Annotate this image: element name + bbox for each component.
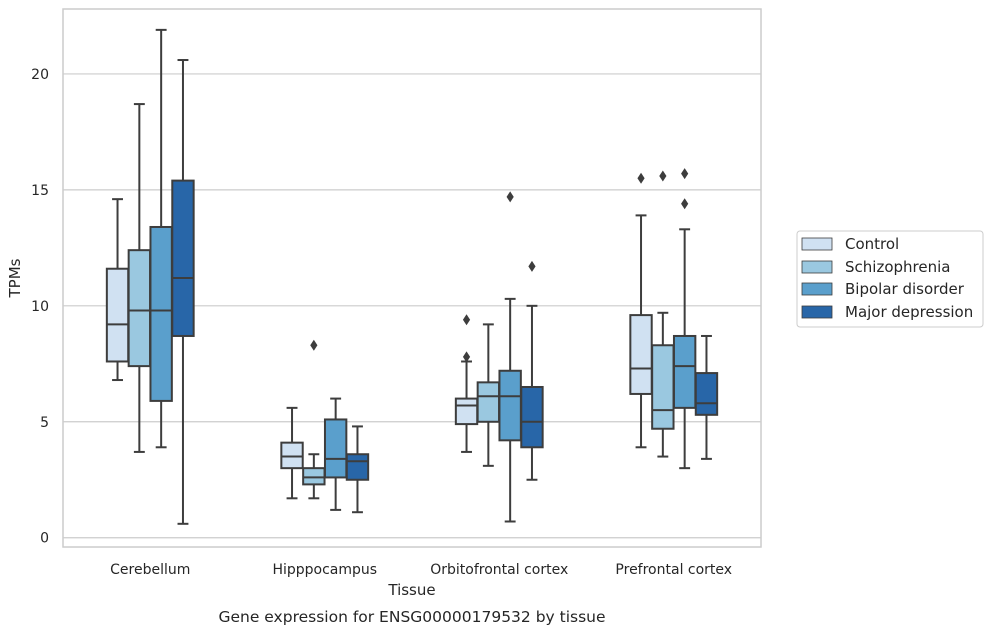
legend-swatch-bipolar-disorder xyxy=(801,282,833,296)
legend-swatch-schizophrenia xyxy=(801,260,833,274)
box-iqr xyxy=(105,267,130,363)
y-tick-label-0: 0 xyxy=(40,531,49,547)
box-hipppocampus-major-depression xyxy=(345,425,370,514)
box-prefrontal-cortex-control xyxy=(629,172,653,449)
box-hipppocampus-control xyxy=(280,406,304,500)
box-orbitofrontal-cortex-control xyxy=(454,314,479,453)
box-orbitofrontal-cortex-bipolar-disorder xyxy=(498,191,522,523)
x-axis-label: Tissue xyxy=(387,581,435,599)
chart-caption: Gene expression for ENSG00000179532 by t… xyxy=(218,608,605,626)
y-tick-label-10: 10 xyxy=(31,299,49,315)
box-cerebellum-schizophrenia xyxy=(127,103,152,453)
outlier-point-0 xyxy=(528,260,536,272)
y-axis-ticks: 0 5 10 15 20 xyxy=(31,67,49,547)
box-iqr xyxy=(629,314,653,395)
legend-label-control: Control xyxy=(845,235,899,253)
x-tick-label-orbitofrontal-cortex: Orbitofrontal cortex xyxy=(430,562,568,578)
y-tick-label-20: 20 xyxy=(31,67,49,83)
outlier-point-0 xyxy=(659,170,667,182)
box-prefrontal-cortex-bipolar-disorder xyxy=(672,168,697,470)
outlier-point-0 xyxy=(637,172,645,184)
outlier-point-1 xyxy=(462,314,471,326)
box-iqr xyxy=(302,467,326,486)
box-iqr xyxy=(672,334,697,409)
plot-frame xyxy=(62,8,762,548)
box-prefrontal-cortex-major-depression xyxy=(694,334,719,460)
legend-label-bipolar-disorder: Bipolar disorder xyxy=(845,280,965,298)
box-orbitofrontal-cortex-schizophrenia xyxy=(476,323,501,467)
box-prefrontal-cortex-schizophrenia xyxy=(651,170,675,458)
legend-frame xyxy=(796,230,984,328)
x-axis-ticks: Cerebellum Hipppocampus Orbitofrontal cort… xyxy=(110,562,732,578)
box-orbitofrontal-cortex-major-depression xyxy=(520,260,544,481)
box-iqr xyxy=(345,453,370,481)
box-iqr xyxy=(323,418,348,479)
outlier-point-1 xyxy=(681,168,689,180)
y-tick-label-5: 5 xyxy=(40,415,49,431)
y-axis-label: TPMs xyxy=(6,258,24,298)
y-tick-label-15: 15 xyxy=(31,183,49,199)
box-iqr xyxy=(149,225,173,402)
box-cerebellum-bipolar-disorder xyxy=(149,28,173,449)
box-iqr xyxy=(280,441,304,470)
legend-label-major-depression: Major depression xyxy=(845,303,973,321)
box-iqr xyxy=(454,397,479,426)
x-tick-label-hipppocampus: Hipppocampus xyxy=(272,562,377,578)
box-hipppocampus-schizophrenia xyxy=(302,339,326,500)
box-iqr xyxy=(520,385,544,449)
box-hipppocampus-bipolar-disorder xyxy=(323,397,348,511)
box-iqr xyxy=(171,179,195,337)
box-cerebellum-major-depression xyxy=(171,59,195,525)
x-tick-label-cerebellum: Cerebellum xyxy=(110,562,190,578)
outlier-point-0 xyxy=(681,198,689,210)
legend-swatch-major-depression xyxy=(801,305,833,319)
box-iqr xyxy=(651,344,675,430)
box-cerebellum-control xyxy=(105,198,130,382)
box-iqr xyxy=(498,369,522,442)
outlier-point-0 xyxy=(310,339,318,351)
boxes xyxy=(105,28,719,525)
x-tick-label-prefrontal-cortex: Prefrontal cortex xyxy=(615,562,732,578)
outlier-point-0 xyxy=(462,351,471,363)
box-iqr xyxy=(694,372,719,416)
outlier-point-0 xyxy=(506,191,514,203)
box-iqr xyxy=(127,249,152,368)
legend-swatch-control xyxy=(801,237,833,251)
legend: Control Schizophrenia Bipolar disorder M… xyxy=(796,230,984,328)
box-iqr xyxy=(476,381,501,423)
legend-label-schizophrenia: Schizophrenia xyxy=(845,258,950,276)
